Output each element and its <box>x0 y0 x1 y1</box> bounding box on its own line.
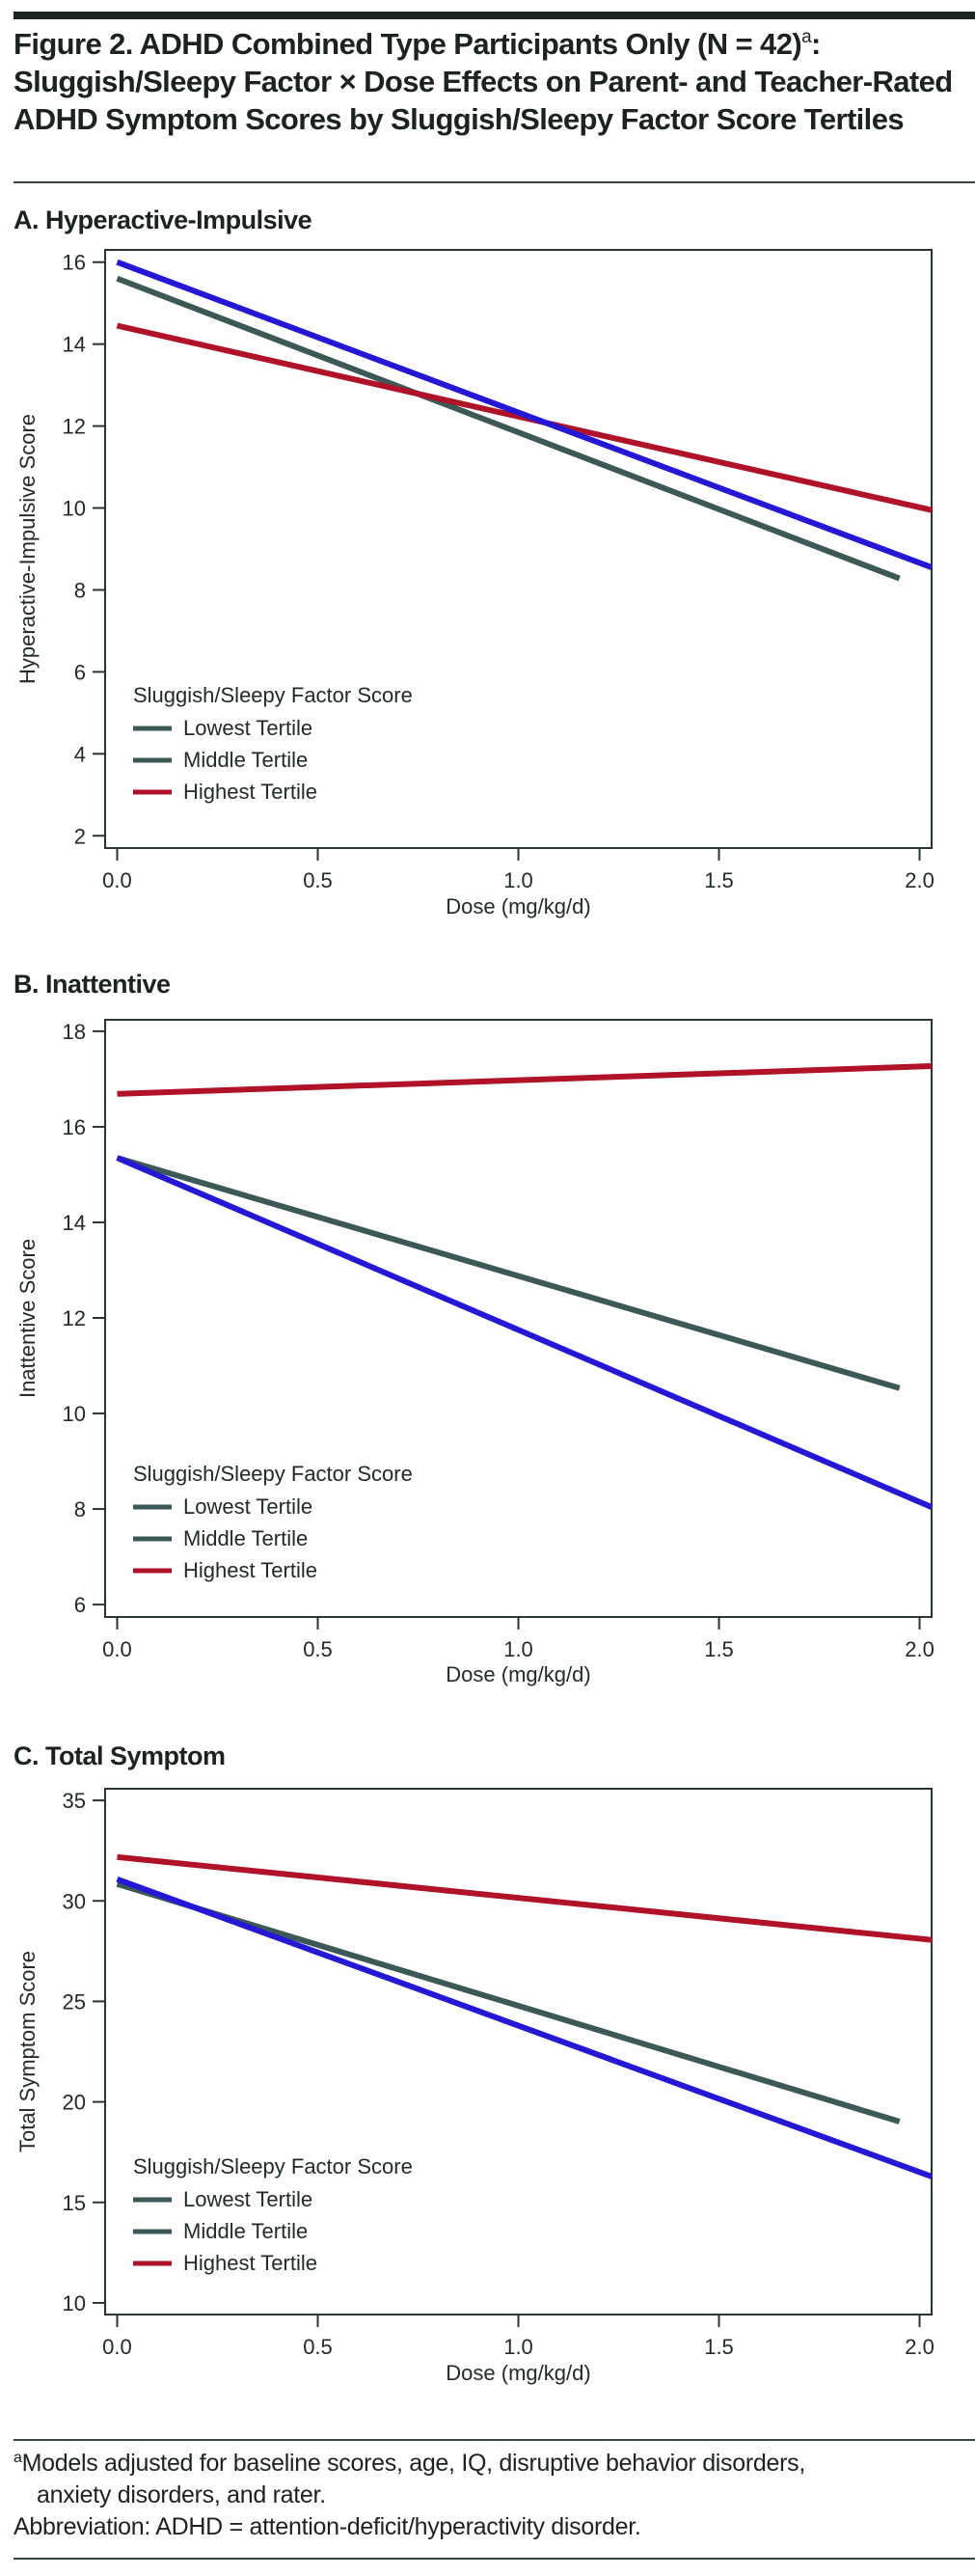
footnote-bottom-rule <box>14 2558 975 2560</box>
y-tick-label: 25 <box>63 1989 86 2014</box>
x-tick-label: 1.0 <box>503 1637 533 1661</box>
series-line-highest-tertile <box>117 1853 933 1943</box>
legend-entry-label: Lowest Tertile <box>183 1494 312 1519</box>
y-tick-label: 12 <box>63 415 86 439</box>
footnotes: aModels adjusted for baseline scores, ag… <box>14 2448 968 2543</box>
x-tick-label: 0.5 <box>303 868 333 892</box>
y-tick-label: 14 <box>63 333 86 357</box>
chart-panel-a: 2 4 6 8 10 12 14 16 0.0 0.5 1.0 1.5 2.0 Dose (mg/kg/d… <box>15 249 934 918</box>
legend-entry-label: Middle Tertile <box>183 1526 308 1550</box>
series-line-highest-tertile <box>116 322 933 513</box>
legend-title: Sluggish/Sleepy Factor Score <box>133 683 413 707</box>
title-rule <box>14 181 975 183</box>
footnote-a-line1: Models adjusted for baseline scores, age… <box>21 2450 806 2477</box>
chart-panel-c: 10 15 20 25 30 35 0.0 0.5 1.0 1.5 2.0 Dose (mg/kg/d… <box>15 1788 934 2385</box>
legend-entry-label: Highest Tertile <box>183 2251 317 2275</box>
footnote-a-line2: anxiety disorders, and rater. <box>37 2481 326 2508</box>
x-tick-label: 0.0 <box>102 1637 132 1661</box>
figure-title-rest: : Sluggish/Sleepy Factor × Dose Effects … <box>14 27 953 136</box>
footnote-abbreviation: Abbreviation: ADHD = attention-deficit/h… <box>14 2513 641 2540</box>
legend-title: Sluggish/Sleepy Factor Score <box>133 1462 413 1486</box>
legend: Sluggish/Sleepy Factor Score Lowest Terti… <box>133 683 413 804</box>
legend: Sluggish/Sleepy Factor Score Lowest Terti… <box>133 1462 413 1582</box>
x-tick-label: 1.0 <box>503 868 533 892</box>
y-tick-label: 4 <box>74 742 86 766</box>
series-line-middle-tertile <box>116 275 901 582</box>
legend-title: Sluggish/Sleepy Factor Score <box>133 2154 413 2179</box>
footnote-marker: a <box>801 27 812 47</box>
footnote-a: aModels adjusted for baseline scores, ag… <box>14 2450 805 2477</box>
y-tick-label: 18 <box>63 1020 86 1044</box>
legend-entry-label: Lowest Tertile <box>183 716 312 740</box>
y-tick-label: 10 <box>63 2291 86 2316</box>
series-line-lowest-tertile <box>116 1155 934 1510</box>
x-axis-label: Dose (mg/kg/d) <box>446 894 590 918</box>
y-tick-label: 16 <box>63 251 86 275</box>
figure-title: Figure 2. ADHD Combined Type Participant… <box>14 25 963 138</box>
y-axis-label: Inattentive Score <box>15 1239 40 1398</box>
series-line-lowest-tertile <box>116 1876 934 2179</box>
y-tick-label: 14 <box>63 1211 86 1235</box>
y-tick-label: 35 <box>63 1789 86 1813</box>
y-tick-label: 8 <box>74 1497 86 1521</box>
y-axis-label: Total Symptom Score <box>15 1951 40 2152</box>
y-tick-label: 10 <box>63 497 86 521</box>
x-tick-label: 1.0 <box>503 2335 533 2359</box>
x-tick-label: 2.0 <box>905 2335 934 2359</box>
legend-entry-label: Highest Tertile <box>183 1558 317 1582</box>
x-tick-label: 0.5 <box>303 2335 333 2359</box>
x-tick-label: 0.0 <box>102 2335 132 2359</box>
legend-entry-label: Highest Tertile <box>183 780 317 804</box>
legend-entry-label: Middle Tertile <box>183 748 308 772</box>
x-axis-label: Dose (mg/kg/d) <box>446 1662 590 1686</box>
y-tick-label: 6 <box>74 1593 86 1617</box>
legend-entry-label: Lowest Tertile <box>183 2187 312 2211</box>
y-axis-label: Hyperactive-Impulsive Score <box>15 414 40 684</box>
y-tick-label: 15 <box>63 2191 86 2215</box>
series-line-lowest-tertile <box>116 259 934 570</box>
top-rule <box>14 12 975 19</box>
y-tick-label: 10 <box>63 1402 86 1426</box>
y-tick-label: 16 <box>63 1115 86 1139</box>
y-tick-label: 30 <box>63 1889 86 1913</box>
panel-b-title: B. Inattentive <box>14 970 171 999</box>
panel-c-title: C. Total Symptom <box>14 1741 226 1770</box>
series-line-middle-tertile <box>116 1880 901 2124</box>
series-line-middle-tertile <box>116 1155 901 1391</box>
y-tick-label: 8 <box>74 578 86 602</box>
x-axis-label: Dose (mg/kg/d) <box>446 2361 590 2385</box>
x-tick-label: 0.0 <box>102 868 132 892</box>
y-tick-label: 12 <box>63 1306 86 1330</box>
legend-entry-label: Middle Tertile <box>183 2219 308 2243</box>
x-tick-label: 2.0 <box>905 1637 934 1661</box>
chart-panel-b: 6 8 10 12 14 16 18 0.0 0.5 1.0 1.5 2.0 Dose (mg/kg/d… <box>15 1019 934 1686</box>
figure-title-main: Figure 2. ADHD Combined Type Participant… <box>14 27 802 61</box>
x-tick-label: 1.5 <box>704 868 734 892</box>
series-line-highest-tertile <box>117 1063 933 1097</box>
y-tick-label: 20 <box>63 2091 86 2115</box>
x-tick-label: 0.5 <box>303 1637 333 1661</box>
x-tick-label: 2.0 <box>905 868 934 892</box>
footnote-a-marker: a <box>14 2450 22 2466</box>
x-tick-label: 1.5 <box>704 2335 734 2359</box>
x-tick-label: 1.5 <box>704 1637 734 1661</box>
y-tick-label: 6 <box>74 660 86 684</box>
panel-a-title: A. Hyperactive-Impulsive <box>14 206 312 234</box>
legend: Sluggish/Sleepy Factor Score Lowest Terti… <box>133 2154 413 2275</box>
y-tick-label: 2 <box>74 824 86 848</box>
footnote-top-rule <box>14 2439 975 2441</box>
